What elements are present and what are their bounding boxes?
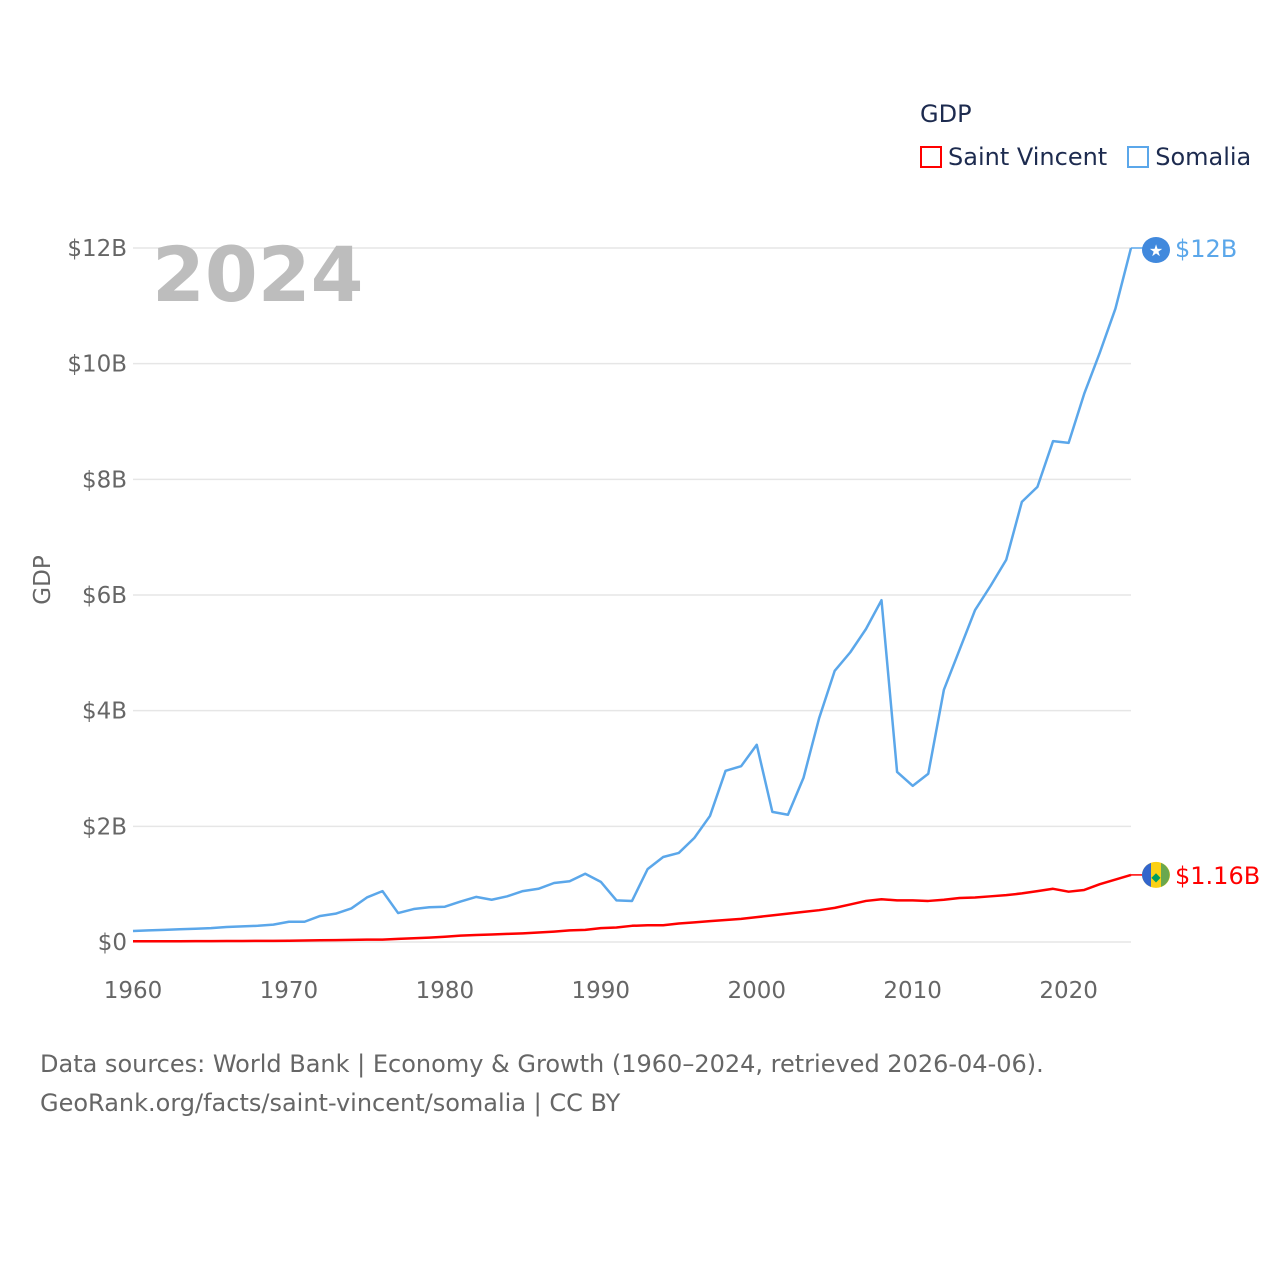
legend-item-saint-vincent[interactable]: Saint Vincent (920, 143, 1107, 171)
somalia-flag-icon (1142, 237, 1170, 263)
legend-title: GDP (920, 100, 972, 128)
y-axis-label: GDP (30, 555, 56, 605)
star-icon: ★ (1149, 243, 1163, 260)
footer: Data sources: World Bank | Economy & Gro… (40, 1045, 1044, 1123)
x-tick-label: 2000 (727, 978, 786, 1004)
flag-green-band (1161, 862, 1170, 887)
x-tick-label: 1990 (572, 978, 631, 1004)
x-tick-label: 2020 (1039, 978, 1098, 1004)
legend-item-somalia[interactable]: Somalia (1127, 143, 1251, 171)
x-tick-label: 1960 (104, 978, 163, 1004)
end-value-label: $1.16B (1175, 862, 1260, 890)
y-tick-label: $12B (67, 236, 127, 262)
y-tick-label: $8B (82, 467, 127, 493)
x-tick-label: 1970 (260, 978, 319, 1004)
source-link[interactable]: GeoRank.org/facts/saint-vincent/somalia … (40, 1089, 621, 1117)
legend-label: Saint Vincent (948, 143, 1108, 171)
x-tick-label: 2010 (883, 978, 942, 1004)
y-tick-label: $2B (82, 814, 127, 840)
legend: Saint Vincent Somalia (920, 143, 1251, 171)
y-tick-label: $0 (98, 930, 127, 956)
legend-label: Somalia (1155, 143, 1252, 171)
data-source-text: Data sources: World Bank | Economy & Gro… (40, 1050, 1044, 1078)
legend-swatch-saint-vincent (920, 146, 942, 168)
x-tick-label: 1980 (416, 978, 475, 1004)
diamond-icon: ◆ (1151, 870, 1161, 884)
y-tick-label: $6B (82, 583, 127, 609)
series-line-saint-vincent (133, 873, 1132, 943)
end-value-label: $12B (1175, 235, 1237, 263)
y-tick-label: $10B (67, 352, 127, 378)
series-line-somalia (132, 247, 1133, 933)
legend-swatch-somalia (1127, 146, 1150, 168)
y-tick-label: $4B (82, 699, 127, 725)
year-label: 2024 (152, 230, 364, 319)
flag-blue-band (1142, 862, 1151, 887)
